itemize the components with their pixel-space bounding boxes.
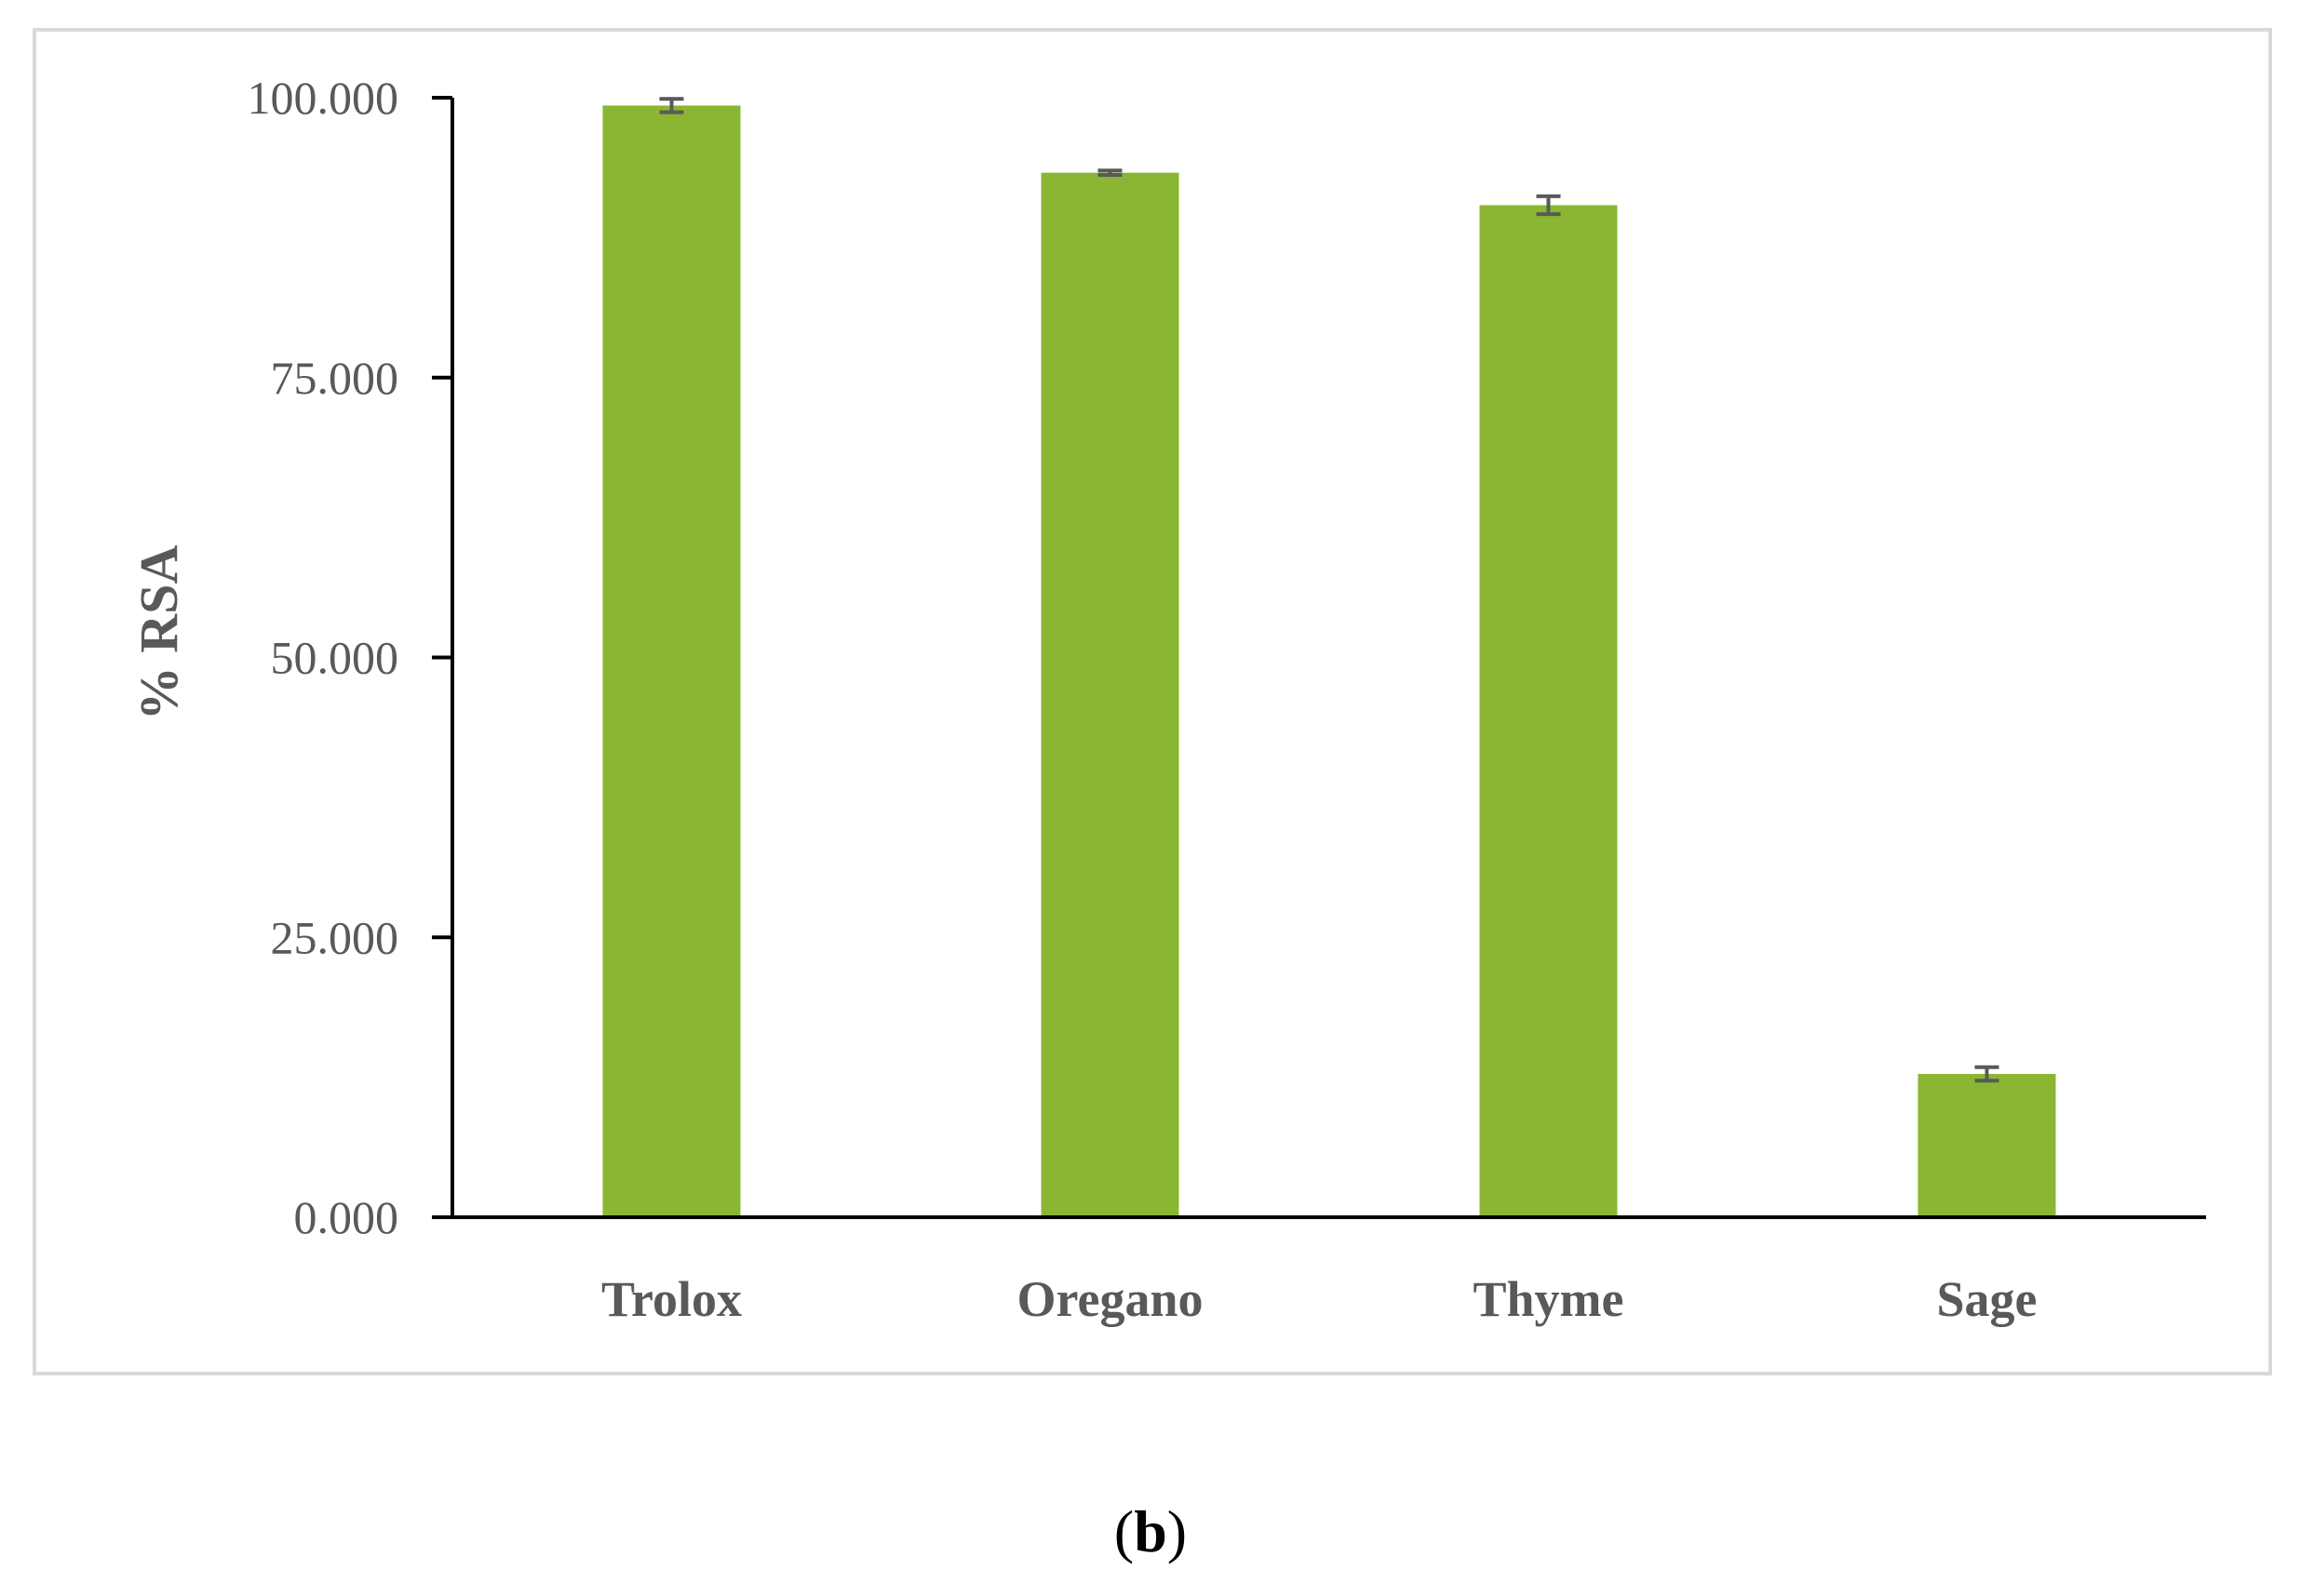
error-bars-layer	[659, 97, 1999, 1083]
x-tick-label-oregano: Oregano	[1017, 1271, 1204, 1327]
y-tick-label: 75.000	[271, 352, 399, 404]
panel-label-letter: b	[1134, 1498, 1167, 1564]
panel-label-close: )	[1167, 1498, 1187, 1564]
bar-oregano	[1041, 172, 1179, 1218]
y-axis-title: % RSA	[128, 545, 189, 721]
panel-label-open: (	[1114, 1498, 1134, 1564]
panel-label: (b)	[1114, 1498, 1187, 1564]
bar-sage	[1918, 1074, 2056, 1217]
bars-layer	[602, 105, 2056, 1218]
bar-trolox	[602, 105, 741, 1217]
y-tick-label: 25.000	[271, 911, 399, 963]
y-tick-label: 0.000	[294, 1191, 399, 1243]
x-tick-label-thyme: Thyme	[1473, 1271, 1624, 1327]
x-labels-layer: Trolox Oregano Thyme Sage	[601, 1271, 2038, 1327]
bar-thyme	[1479, 205, 1618, 1217]
y-tick-label: 100.000	[248, 72, 399, 124]
y-ticks-layer: 0.000 25.000 50.000 75.000 100.000	[248, 72, 452, 1243]
x-tick-label-sage: Sage	[1937, 1271, 2038, 1327]
x-tick-label-trolox: Trolox	[601, 1271, 742, 1327]
y-tick-label: 50.000	[271, 632, 399, 684]
